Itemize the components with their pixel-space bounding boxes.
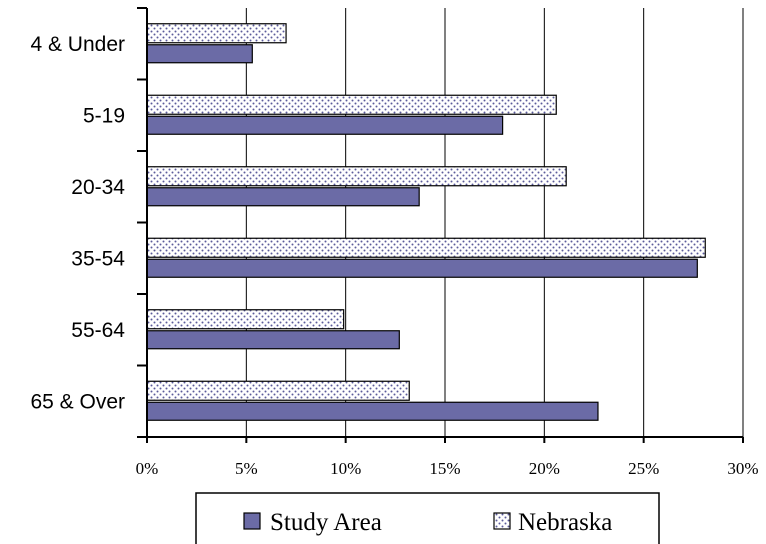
bar-nebraska	[146, 166, 567, 187]
category-label: 35-54	[71, 247, 125, 270]
category-label: 5-19	[83, 104, 125, 127]
gridlines	[245, 8, 744, 437]
x-tick-label: 5%	[235, 459, 258, 478]
x-tick-label: 15%	[429, 459, 460, 478]
bar-study-area	[146, 115, 504, 135]
x-tick-label: 25%	[628, 459, 659, 478]
legend-swatch-study-area	[243, 512, 261, 530]
bar-study-area	[146, 401, 599, 421]
legend-label-study-area: Study Area	[270, 509, 382, 536]
legend-label-nebraska: Nebraska	[518, 509, 612, 536]
axes	[137, 7, 744, 443]
x-tick-label: 0%	[136, 459, 159, 478]
x-tick-label: 20%	[529, 459, 560, 478]
legend-box	[195, 492, 660, 544]
category-label: 65 & Over	[30, 390, 125, 413]
bar-nebraska	[146, 237, 706, 258]
bars	[146, 23, 706, 421]
bar-nebraska	[146, 380, 410, 401]
bar-nebraska	[146, 94, 557, 115]
category-label: 4 & Under	[30, 33, 125, 56]
bar-nebraska	[146, 23, 287, 44]
labels: 4 & Under 5-19 20-34 35-54 55-64 65 & Over 0% 5…	[30, 33, 758, 478]
bar-study-area	[146, 44, 253, 64]
x-tick-label: 10%	[330, 459, 361, 478]
legend: Study Area Nebraska	[195, 492, 660, 544]
x-tick-label: 30%	[727, 459, 758, 478]
bar-nebraska	[146, 309, 345, 330]
category-label: 55-64	[71, 319, 125, 342]
bar-study-area	[146, 258, 698, 278]
bar-study-area	[146, 330, 400, 350]
category-label: 20-34	[71, 176, 125, 199]
bar-study-area	[146, 187, 420, 207]
legend-swatch-nebraska	[493, 512, 511, 530]
